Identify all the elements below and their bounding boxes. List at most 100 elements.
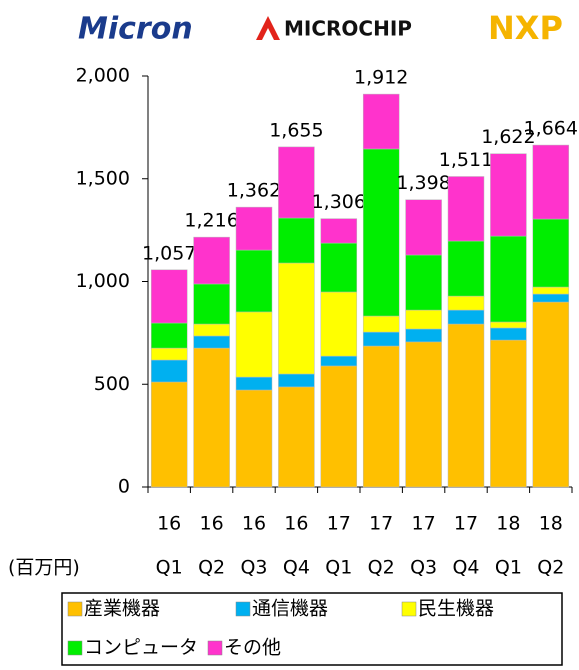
bar-segment: [235, 206, 273, 251]
x-tick-label: Q2: [198, 557, 225, 579]
x-tick-label: 17: [369, 513, 393, 535]
legend-label: 民生機器: [418, 598, 494, 620]
total-label: 1,362: [227, 180, 281, 202]
bar-segment: [235, 376, 273, 391]
y-tick-label: 1,000: [76, 270, 130, 292]
x-tick-label: Q2: [537, 557, 564, 579]
bar-segment: [150, 269, 188, 324]
x-tick-label: 16: [284, 513, 308, 535]
legend-box: [61, 592, 563, 666]
bar-segment: [150, 347, 188, 361]
bar-segment: [235, 249, 273, 313]
bar-segment: [532, 293, 570, 303]
bar-segment: [490, 235, 527, 323]
x-tick-label: Q3: [410, 557, 437, 579]
bar-segment: [193, 347, 230, 488]
logo-icon: [256, 16, 280, 40]
bar-segment: [447, 295, 485, 311]
total-label: 1,306: [312, 191, 366, 213]
bar-segment: [320, 218, 358, 244]
bar-segment: [405, 254, 442, 311]
bar-segment: [532, 144, 570, 220]
x-tick-label: Q1: [156, 557, 183, 579]
x-tick-label: Q1: [325, 557, 352, 579]
bar-segment: [447, 323, 485, 488]
bar-segment: [150, 381, 188, 488]
x-tick-label: 18: [539, 513, 563, 535]
y-tick-label: 500: [94, 373, 130, 395]
bar-segment: [320, 365, 358, 488]
bar-segment: [235, 311, 273, 378]
bar-segment: [362, 345, 400, 488]
total-label: 1,511: [439, 149, 493, 171]
total-label: 1,057: [142, 242, 196, 264]
total-label: 1,622: [481, 126, 535, 148]
bar-segment: [362, 331, 400, 347]
bar-segment: [362, 148, 400, 317]
bar-segment: [193, 335, 230, 349]
total-label: 1,664: [524, 118, 578, 140]
total-label: 1,398: [396, 172, 450, 194]
bar-segment: [447, 176, 485, 242]
bar-segment: [447, 309, 485, 325]
x-tick-label: Q1: [495, 557, 522, 579]
bar-segment: [193, 236, 230, 285]
total-label: 1,912: [354, 67, 408, 89]
bar-segment: [278, 217, 315, 264]
y-tick-label: 0: [118, 476, 130, 498]
logo-micron: Micron: [78, 12, 193, 47]
bar-segment: [490, 321, 527, 329]
bar-segment: [405, 199, 442, 256]
bar-segment: [320, 242, 358, 293]
bar-segment: [362, 93, 400, 150]
bar-segment: [278, 373, 315, 388]
legend-label: 通信機器: [252, 598, 328, 620]
logo-nxp: NXP: [488, 9, 563, 47]
x-tick-label: 16: [200, 513, 224, 535]
legend-swatch: [401, 601, 417, 617]
bar-segment: [193, 283, 230, 325]
bar-segment: [150, 322, 188, 349]
bar-segment: [532, 218, 570, 288]
y-tick-label: 1,500: [76, 167, 130, 189]
bar-segment: [490, 153, 527, 237]
bar-segment: [150, 359, 188, 383]
legend-swatch: [67, 640, 83, 656]
unit-label: (百万円): [8, 557, 80, 579]
y-tick-label: 2,000: [76, 65, 130, 87]
total-label: 1,655: [269, 119, 323, 141]
bar-segment: [447, 240, 485, 297]
legend-swatch: [235, 601, 251, 617]
x-tick-label: 16: [157, 513, 181, 535]
bar-segment: [532, 301, 570, 488]
x-tick-label: Q3: [240, 557, 267, 579]
x-tick-label: 17: [412, 513, 436, 535]
legend-label: 産業機器: [84, 598, 160, 620]
bar-segment: [532, 286, 570, 295]
bar-segment: [278, 146, 315, 219]
bar-segment: [490, 339, 527, 488]
bar-segment: [193, 323, 230, 337]
bar-segment: [405, 309, 442, 330]
total-label: 1,216: [184, 210, 238, 232]
bar-segment: [235, 389, 273, 488]
legend-swatch: [207, 640, 223, 656]
x-tick-label: Q4: [283, 557, 310, 579]
x-tick-label: 18: [496, 513, 520, 535]
bar-segment: [362, 315, 400, 333]
legend-label: その他: [224, 637, 281, 659]
legend-label: コンピュータ: [84, 637, 198, 659]
x-tick-label: 17: [327, 513, 351, 535]
logo-microchip: MICROCHIP: [284, 17, 412, 41]
bar-segment: [320, 291, 358, 357]
x-tick-label: 16: [242, 513, 266, 535]
bar-segment: [278, 262, 315, 375]
legend-swatch: [67, 601, 83, 617]
bar-segment: [278, 386, 315, 488]
bar-segment: [490, 327, 527, 341]
bar-segment: [320, 355, 358, 367]
x-tick-label: 17: [454, 513, 478, 535]
x-tick-label: Q2: [368, 557, 395, 579]
x-tick-label: Q4: [452, 557, 479, 579]
